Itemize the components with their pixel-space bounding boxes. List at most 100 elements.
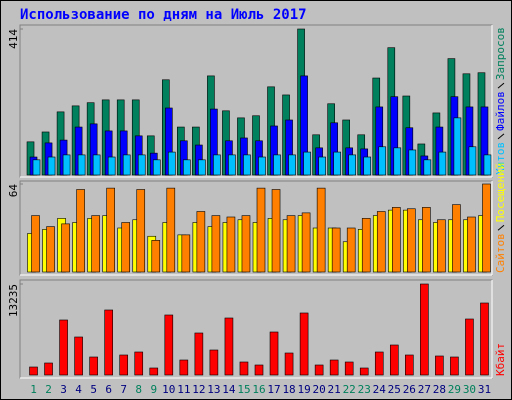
x-tick-label: 28 <box>433 383 446 396</box>
bar <box>482 183 491 273</box>
bar <box>378 146 387 176</box>
bar <box>183 159 191 176</box>
bar <box>361 218 371 273</box>
bar <box>122 154 131 176</box>
x-tick-label: 15 <box>237 383 250 396</box>
bar <box>74 336 83 376</box>
bar <box>468 146 477 176</box>
x-tick-label: 22 <box>343 383 356 396</box>
bar <box>61 223 70 273</box>
bar <box>299 312 309 376</box>
legend-separator <box>497 82 505 89</box>
bar <box>422 207 431 273</box>
legend-entry: Запросов <box>494 27 507 80</box>
bar <box>151 240 161 273</box>
bar <box>152 159 161 176</box>
bar <box>243 154 251 176</box>
bar <box>59 319 68 376</box>
x-tick-label: 29 <box>448 383 461 396</box>
bar <box>107 156 116 176</box>
bar <box>359 367 369 376</box>
bar <box>329 359 339 376</box>
bar <box>213 154 221 176</box>
bar <box>438 151 447 176</box>
y-tick-label: 414 <box>7 29 20 49</box>
bar <box>465 318 474 376</box>
bar <box>256 187 266 273</box>
bar <box>480 302 489 376</box>
bar <box>196 211 206 273</box>
x-tick-label: 21 <box>328 383 341 396</box>
legend-entry: Сайтов <box>494 233 507 273</box>
legend-separator <box>497 133 505 140</box>
bar <box>288 154 296 176</box>
x-tick-label: 14 <box>222 383 236 396</box>
bar <box>331 227 341 273</box>
x-tick-label: 3 <box>60 383 67 396</box>
x-tick-label: 20 <box>313 383 326 396</box>
legend-entry: Посещений <box>494 163 507 223</box>
y-tick-label: 13235 <box>7 284 20 317</box>
bar <box>77 154 86 176</box>
bar <box>254 364 264 376</box>
bar <box>104 309 113 376</box>
bar <box>226 216 236 273</box>
bar <box>452 204 461 273</box>
bar <box>393 147 402 176</box>
bar <box>62 154 71 176</box>
bar <box>32 159 41 176</box>
x-tick-label: 18 <box>282 383 295 396</box>
bar <box>286 215 296 273</box>
x-tick-label: 24 <box>373 383 387 396</box>
bar <box>44 362 53 376</box>
x-tick-label: 6 <box>105 383 112 396</box>
bar <box>181 234 191 273</box>
legend-entry: Кбайт <box>494 343 507 376</box>
bar <box>198 159 206 176</box>
bar <box>301 212 311 273</box>
x-tick-label: 16 <box>252 383 265 396</box>
bar <box>391 207 401 273</box>
bar <box>211 215 221 273</box>
bar <box>437 219 446 273</box>
bar <box>407 208 416 273</box>
bar <box>106 187 115 273</box>
bar <box>284 352 294 376</box>
bar <box>76 189 85 273</box>
x-tick-label: 19 <box>297 383 310 396</box>
bar <box>374 351 384 376</box>
bar <box>318 156 326 176</box>
x-tick-label: 30 <box>463 383 476 396</box>
bar <box>149 367 159 376</box>
bar <box>46 226 55 273</box>
bar <box>405 354 414 376</box>
x-tick-label: 31 <box>478 383 491 396</box>
bar <box>423 159 432 176</box>
bar <box>29 366 38 376</box>
bar <box>224 317 234 376</box>
x-tick-label: 13 <box>207 383 220 396</box>
bar <box>467 216 476 273</box>
x-tick-label: 12 <box>192 383 205 396</box>
bar <box>435 355 444 376</box>
x-tick-label: 9 <box>150 383 157 396</box>
bar <box>258 156 266 176</box>
bar <box>376 211 386 273</box>
bar <box>453 117 462 176</box>
bar <box>166 187 176 273</box>
bar <box>92 154 101 176</box>
legend-separator <box>497 224 505 231</box>
bar <box>316 187 326 273</box>
bar <box>344 361 354 376</box>
bar <box>241 215 251 273</box>
bar <box>239 361 249 376</box>
bar <box>47 156 56 176</box>
bar <box>136 189 146 273</box>
x-tick-label: 5 <box>90 383 97 396</box>
bar <box>483 154 492 176</box>
x-tick-label: 2 <box>45 383 52 396</box>
bar <box>389 344 399 376</box>
x-tick-label: 10 <box>162 383 175 396</box>
bar <box>273 154 281 176</box>
bar <box>348 154 356 176</box>
